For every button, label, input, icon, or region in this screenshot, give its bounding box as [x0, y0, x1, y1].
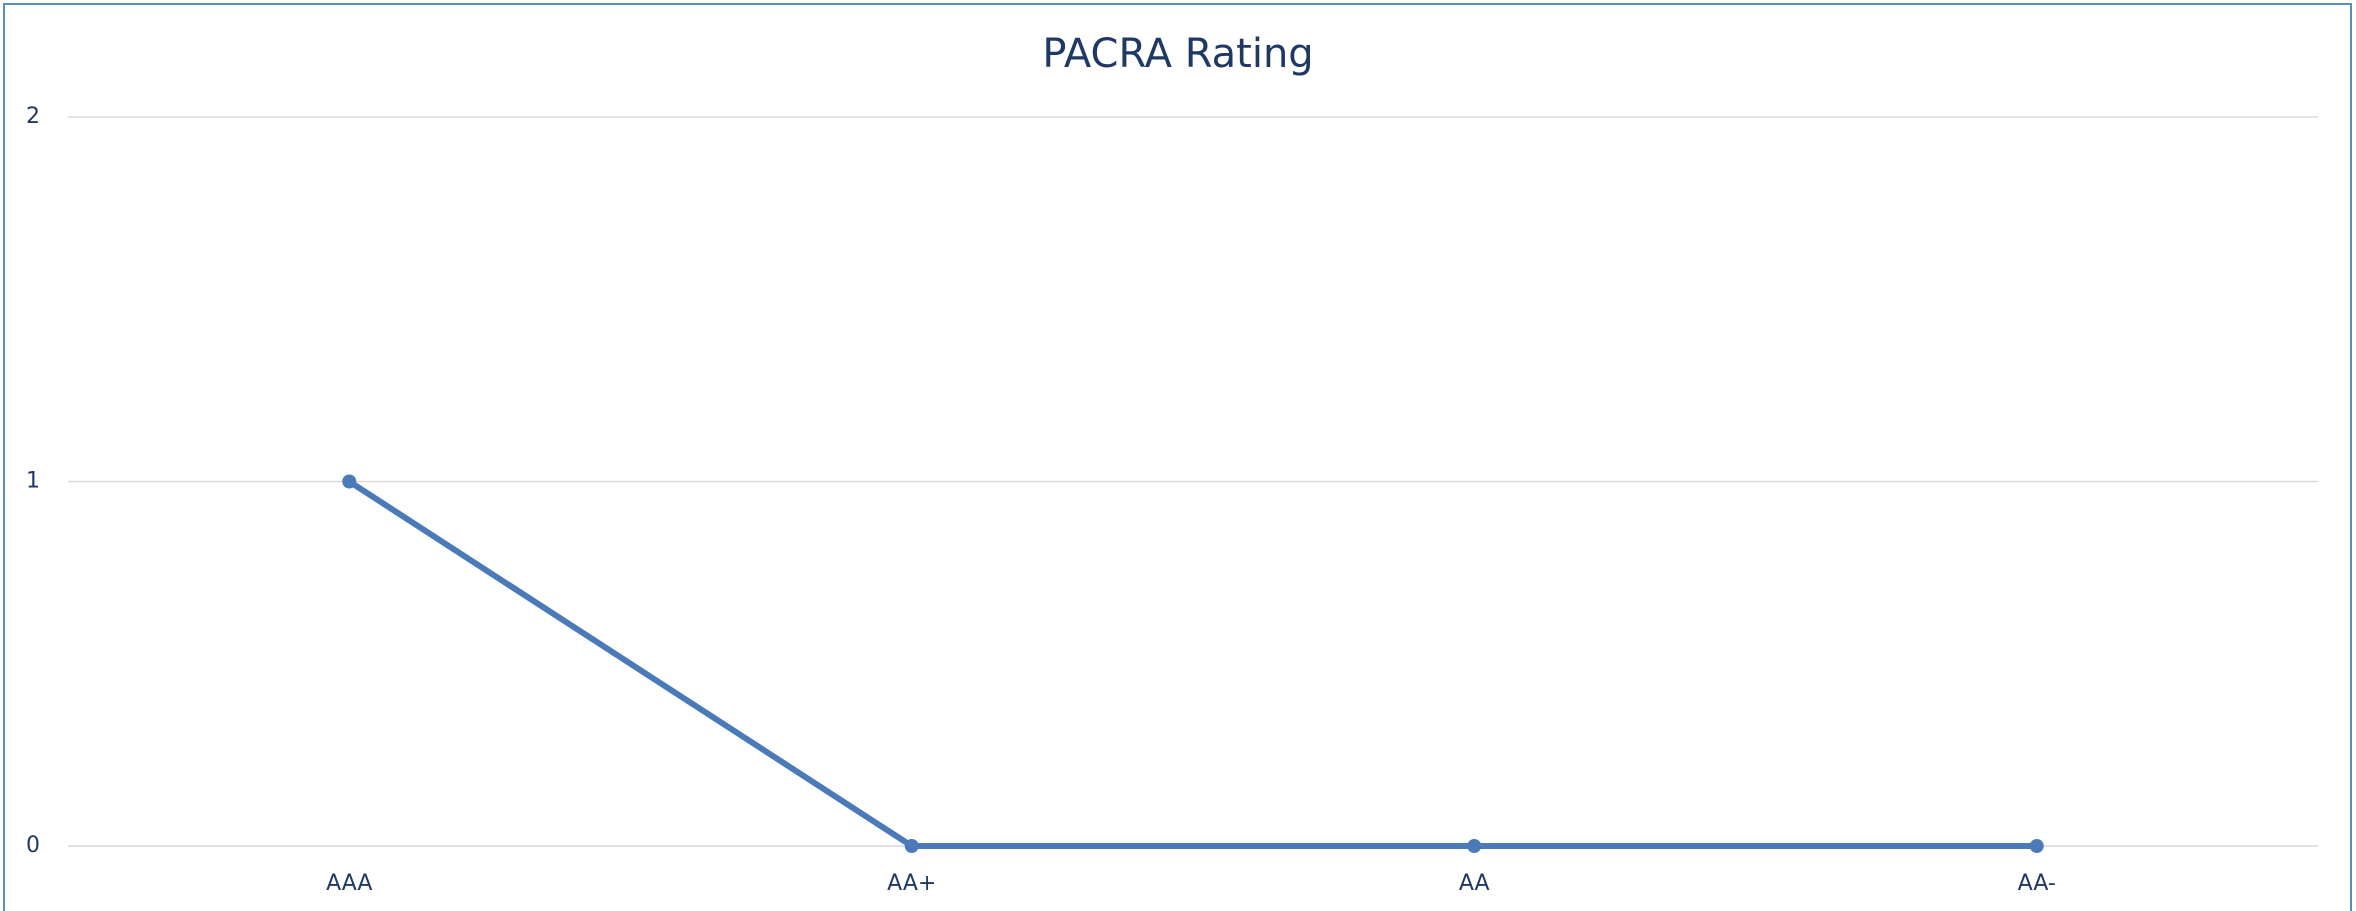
chart-title: PACRA Rating [1042, 31, 1313, 77]
data-line [347, 478, 2037, 849]
y-tick-label: 0 [26, 833, 40, 858]
data-point [1467, 839, 1482, 853]
y-tick-label: 2 [26, 104, 40, 129]
x-tick-label: AA- [2018, 871, 2056, 896]
x-tick-label: AAA [326, 871, 372, 896]
x-tick-label: AA+ [887, 871, 936, 896]
y-tick-label: 1 [26, 469, 40, 494]
data-point [342, 474, 357, 489]
x-tick-label: AA [1459, 871, 1490, 896]
data-point [904, 839, 919, 853]
data-point [2029, 839, 2044, 853]
chart-frame [3, 3, 2352, 911]
